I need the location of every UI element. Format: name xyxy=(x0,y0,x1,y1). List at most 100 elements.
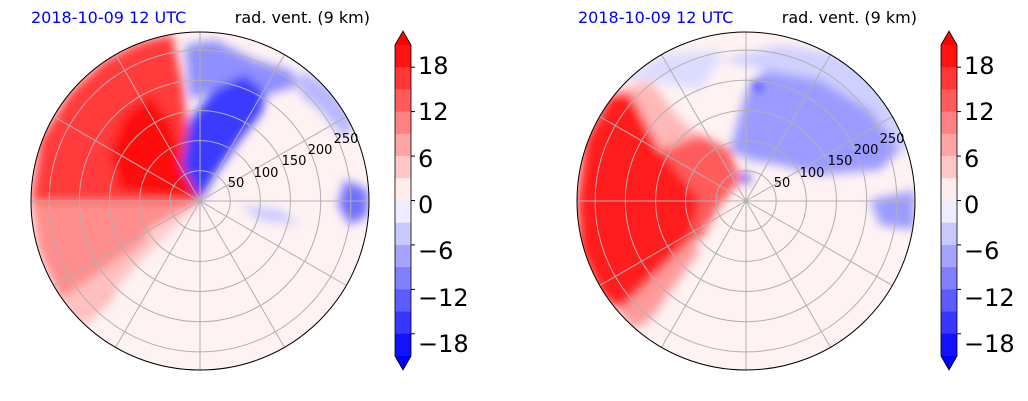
panel-1-grid-spoke-240 xyxy=(115,200,201,348)
panel-2-colorbar-tick-18: 18 xyxy=(964,52,995,80)
panel-2-colorbar-outline xyxy=(940,30,958,371)
panel-1-positive-moderate-region xyxy=(31,201,200,320)
panel-1-grid-spoke-330 xyxy=(199,200,347,286)
panel-2-colorbar-tick-0: 0 xyxy=(964,191,979,219)
panel-2-grid-spoke-330 xyxy=(745,200,893,286)
panel-1-title-right: rad. vent. (9 km) xyxy=(235,8,370,27)
panel-2-positive-light-region xyxy=(610,80,700,150)
panel-1-colorbar xyxy=(394,30,415,371)
panel-2-grid-spoke-120 xyxy=(661,54,747,202)
panel-2-colorbar-tick-6: 6 xyxy=(964,145,979,173)
panel-1-colorbar-extend-high xyxy=(395,31,411,45)
panel-2: 2018-10-09 12 UTC rad. vent. (9 km) xyxy=(576,8,1015,371)
panel-1-grid-spoke-300 xyxy=(199,200,285,348)
panel-2-colorbar-level-9 xyxy=(941,244,957,268)
panel-2-colorbar xyxy=(940,30,961,371)
panel-2-colorbar-tick-neg18: −18 xyxy=(964,330,1015,358)
panel-2-radial-label-250: 250 xyxy=(880,132,905,147)
panel-1-radial-label-150: 150 xyxy=(282,154,307,169)
panel-1-field xyxy=(31,32,369,370)
panel-2-colorbar-labels: 18 12 6 0 −6 −12 −18 xyxy=(964,52,1015,358)
panel-1-radial-label-250: 250 xyxy=(334,132,359,147)
panel-2-colorbar-level-10 xyxy=(941,267,957,290)
panel-2-colorbar-level-13 xyxy=(941,333,957,357)
panel-1-colorbar-tick-neg12: −12 xyxy=(418,284,469,312)
panel-1-colorbar-tick-12: 12 xyxy=(418,98,449,126)
panel-1-grid-spoke-120 xyxy=(115,54,201,202)
panel-1-colorbar-level-3 xyxy=(395,111,411,135)
panel-1-colorbar-level-7 xyxy=(395,200,411,224)
panel-1-colorbar-extend-low xyxy=(395,356,411,370)
panel-1-colorbar-tick-neg18: −18 xyxy=(418,330,469,358)
panel-2-colorbar-level-5 xyxy=(941,156,957,179)
panel-2-colorbar-level-3 xyxy=(941,111,957,135)
panel-2-colorbar-extend-high xyxy=(941,31,957,45)
panel-2-grid-spoke-60 xyxy=(745,54,831,202)
panel-1-grid-spoke-60 xyxy=(199,54,285,202)
panel-2-colorbar-tick-neg12: −12 xyxy=(964,284,1015,312)
panel-1-colorbar-tick-neg6: −6 xyxy=(418,237,453,265)
panel-1-negative-patch-region xyxy=(338,180,368,225)
panel-2-grid-spoke-240 xyxy=(661,200,747,348)
panel-1-negative-moderate-region xyxy=(185,40,300,100)
panel-2-colorbar-level-4 xyxy=(941,133,957,157)
panel-2-grid-spoke-30 xyxy=(745,116,893,202)
panel-2-grid xyxy=(577,32,915,370)
panel-1-radial-labels: 50 100 150 200 250 xyxy=(228,132,359,191)
panel-2-colorbar-level-2 xyxy=(941,89,957,113)
panel-1-positive-light-region xyxy=(60,201,200,330)
panel-2-radial-label-150: 150 xyxy=(828,154,853,169)
panel-2-colorbar-level-7 xyxy=(941,200,957,224)
panel-2-grid-spoke-210 xyxy=(599,200,747,286)
panel-1-colorbar-level-0 xyxy=(395,45,411,68)
panel-2-colorbar-tick-neg6: −6 xyxy=(964,237,999,265)
panel-1-grid-spoke-150 xyxy=(53,116,201,202)
panel-1-colorbar-tick-0: 0 xyxy=(418,191,433,219)
panel-2-colorbar-level-6 xyxy=(941,178,957,202)
panel-1-colorbar-level-1 xyxy=(395,67,411,91)
panel-2-title-right: rad. vent. (9 km) xyxy=(782,8,917,27)
panel-2-radial-label-200: 200 xyxy=(854,143,879,158)
panel-1-colorbar-level-4 xyxy=(395,133,411,157)
panel-1-colorbar-level-8 xyxy=(395,222,411,246)
panel-1-colorbar-outline xyxy=(394,30,412,371)
panel-1-grid xyxy=(31,32,369,370)
panel-2-colorbar-level-12 xyxy=(941,311,957,335)
panel-1-grid-spoke-30 xyxy=(199,116,347,202)
panel-2-colorbar-level-1 xyxy=(941,67,957,91)
panel-2-radial-labels: 50 100 150 200 250 xyxy=(774,132,905,191)
panel-2-negative-moderate-region xyxy=(730,70,900,175)
panel-1-boundary xyxy=(30,31,370,371)
panel-1-colorbar-tick-18: 18 xyxy=(418,52,449,80)
panel-2-radial-label-100: 100 xyxy=(800,166,825,181)
panel-2-colorbar-level-0 xyxy=(941,45,957,68)
panel-1: 2018-10-09 12 UTC rad. vent. (9 km) xyxy=(30,8,469,371)
panel-2-radial-label-50: 50 xyxy=(774,176,791,191)
panel-2-negative-edge-region xyxy=(870,190,915,230)
panel-2-colorbar-extend-low xyxy=(941,356,957,370)
panel-1-colorbar-level-6 xyxy=(395,178,411,202)
panel-1-colorbar-tick-6: 6 xyxy=(418,145,433,173)
panel-1-positive-core-region xyxy=(110,95,200,201)
panel-1-colorbar-level-2 xyxy=(395,89,411,113)
panel-2-colorbar-tick-12: 12 xyxy=(964,98,995,126)
panel-1-colorbar-level-12 xyxy=(395,311,411,335)
panel-1-radial-label-100: 100 xyxy=(254,166,279,181)
panel-2-negative-spot-2 xyxy=(740,173,750,183)
panel-1-colorbar-level-13 xyxy=(395,333,411,357)
panel-1-negative-faint-region xyxy=(240,205,300,225)
panel-1-title-left: 2018-10-09 12 UTC xyxy=(31,8,186,27)
panel-1-negative-edge-region xyxy=(300,70,355,140)
panel-1-colorbar-level-10 xyxy=(395,267,411,290)
panel-1-negative-strong-region xyxy=(182,70,268,201)
panel-2-negative-spot xyxy=(751,80,763,92)
panel-1-colorbar-level-5 xyxy=(395,156,411,179)
panel-1-radial-label-200: 200 xyxy=(308,143,333,158)
panel-2-boundary xyxy=(576,31,916,371)
panel-2-title-left: 2018-10-09 12 UTC xyxy=(578,8,733,27)
panel-1-colorbar-level-11 xyxy=(395,289,411,313)
panel-2-grid-spoke-300 xyxy=(745,200,831,348)
panel-1-colorbar-level-9 xyxy=(395,244,411,268)
panel-1-radial-label-50: 50 xyxy=(228,176,245,191)
